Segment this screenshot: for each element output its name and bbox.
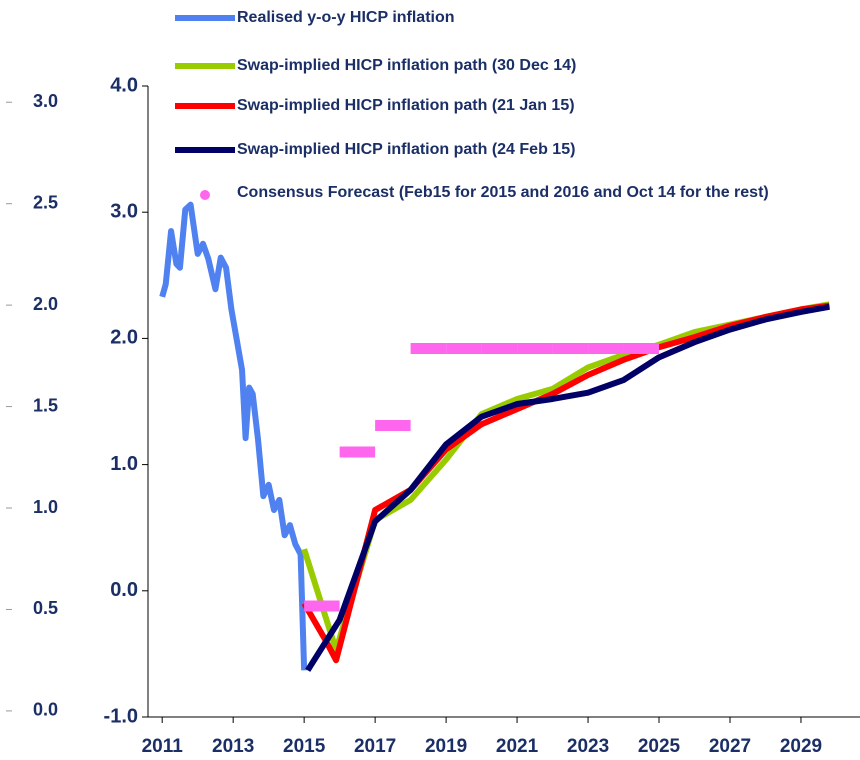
y2-tick-label: 2.5: [33, 192, 58, 212]
series-line: [301, 302, 830, 664]
legend-label: Swap-implied HICP inflation path (21 Jan…: [237, 97, 575, 114]
x-tick-label: 2017: [354, 736, 396, 757]
x-tick-label: 2023: [567, 736, 609, 757]
y2-tick-label: 1.5: [33, 395, 58, 415]
x-tick-label: 2011: [142, 736, 184, 757]
x-tick-label: 2019: [425, 736, 467, 757]
y2-tick-label: 2.0: [33, 294, 58, 314]
series-line: [305, 303, 830, 672]
y2-tick-label: 0.5: [33, 598, 58, 618]
x-tick-label: 2021: [496, 736, 539, 757]
legend-label: Swap-implied HICP inflation path (30 Dec…: [237, 57, 577, 74]
y-tick-label: 3.0: [110, 200, 138, 222]
series-line: [159, 201, 308, 671]
legend-label: Realised y-o-y HICP inflation: [237, 9, 455, 26]
x-tick-label: 2029: [780, 736, 822, 757]
y-tick-label: 2.0: [110, 327, 138, 349]
y-tick-label: -1.0: [104, 705, 138, 727]
legend-label: Consensus Forecast (Feb15 for 2015 and 2…: [237, 184, 769, 201]
x-tick-label: 2015: [283, 736, 326, 757]
x-tick-label: 2025: [638, 736, 681, 757]
y2-tick-label: 1.0: [33, 497, 58, 517]
x-tick-label: 2027: [709, 736, 751, 757]
series-line: [301, 301, 830, 654]
y2-tick-label: 3.0: [33, 91, 58, 111]
y-tick-label: 1.0: [110, 453, 138, 475]
y-tick-label: 4.0: [110, 74, 138, 96]
legend-label: Swap-implied HICP inflation path (24 Feb…: [237, 141, 576, 158]
x-tick-label: 2013: [212, 736, 254, 757]
y2-tick-label: 0.0: [33, 700, 58, 720]
y-tick-label: 0.0: [110, 579, 138, 601]
legend-swatch: [200, 190, 210, 200]
